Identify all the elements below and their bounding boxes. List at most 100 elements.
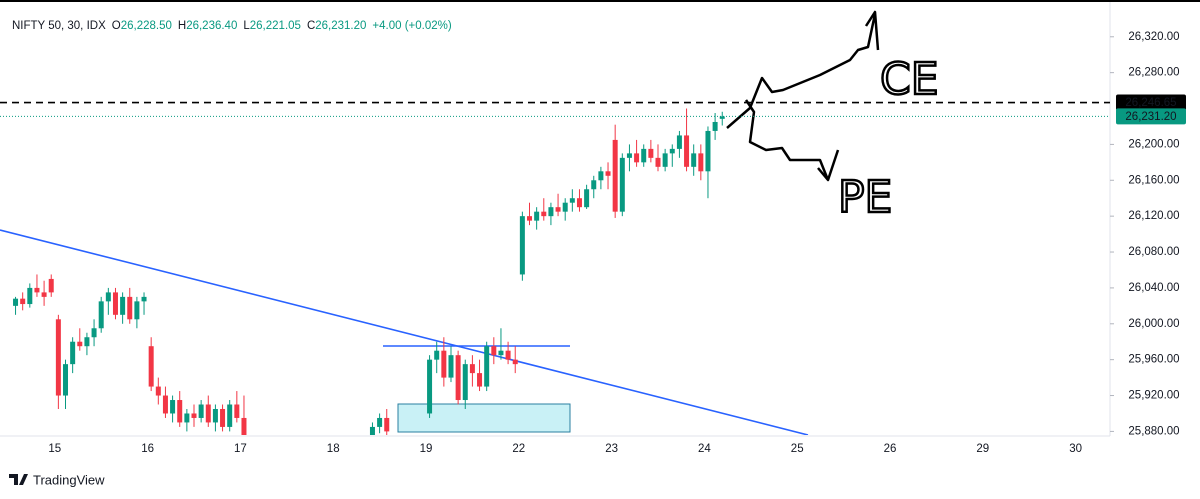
trend-line [0, 229, 809, 435]
symbol: NIFTY 50, 30, IDX [12, 20, 106, 32]
ohlc-value: 26,236.40 [186, 20, 237, 32]
candle-body [234, 404, 240, 418]
ce-arrow [726, 10, 880, 129]
candle-body [27, 287, 33, 305]
candle-body [227, 404, 233, 427]
candle-body [84, 337, 90, 347]
plot-area [0, 108, 809, 435]
candle-body [512, 359, 518, 365]
y-tick-label: 26,320.00 [1128, 31, 1179, 43]
candle-body [212, 408, 218, 423]
candle-body [434, 350, 440, 360]
candle-body [591, 180, 597, 190]
candle-body [655, 157, 661, 167]
candle-body [191, 413, 197, 418]
price-level-label: 26,246.65 [1125, 97, 1176, 109]
candle-body [184, 413, 190, 423]
candle-body [612, 139, 618, 212]
y-tick-label: 25,920.00 [1128, 390, 1179, 402]
x-tick-label: 23 [605, 443, 618, 455]
candle-body [676, 135, 682, 149]
candle-body [148, 346, 154, 387]
ohlc-value: 26,228.50 [121, 20, 172, 32]
candle-body [462, 364, 468, 401]
candle-body [170, 400, 176, 414]
candle-body [569, 198, 575, 203]
candle-body [477, 373, 483, 387]
logo-icon [9, 474, 28, 485]
candle-body [684, 135, 690, 167]
candle-body [562, 202, 568, 212]
y-tick-label: 26,040.00 [1128, 282, 1179, 294]
candle-body [648, 148, 654, 158]
candle-body [669, 148, 675, 154]
ohlc-key: H [178, 20, 186, 32]
candle-body [427, 359, 433, 414]
candle-body [127, 296, 133, 320]
y-tick-label: 25,960.00 [1128, 354, 1179, 366]
y-tick-label: 26,080.00 [1128, 246, 1179, 258]
price-level-box [1116, 108, 1186, 125]
candle-body [634, 153, 640, 163]
candle-body [77, 341, 83, 347]
candle-body [619, 157, 625, 212]
candle-body [641, 148, 647, 163]
x-tick-label: 26 [884, 443, 897, 455]
candle-body [505, 350, 511, 360]
candle-body [576, 198, 582, 208]
ohlc-key: L [243, 20, 250, 32]
candle-body [98, 301, 104, 329]
candle-body [441, 350, 447, 378]
price-level-label: 26,231.20 [1125, 111, 1176, 123]
y-tick-label: 26,000.00 [1128, 318, 1179, 330]
x-tick-label: 16 [141, 443, 154, 455]
change: +4.00 (+0.02%) [372, 20, 451, 32]
candle-body [548, 207, 554, 217]
candle-body [626, 153, 632, 158]
x-tick-label: 30 [1069, 443, 1082, 455]
candle-body [705, 130, 711, 172]
candle-body [20, 298, 26, 305]
candle-body [134, 301, 140, 320]
x-tick-label: 24 [698, 443, 711, 455]
candle-body [205, 404, 211, 423]
candle-body [155, 386, 161, 396]
candle-body [469, 364, 475, 374]
annotation: PE [838, 172, 892, 223]
y-tick-label: 26,280.00 [1128, 67, 1179, 79]
candle-body [198, 404, 204, 418]
x-tick-label: 15 [48, 443, 61, 455]
candle-body [719, 116, 725, 119]
candle-body [698, 153, 704, 172]
candle-body [712, 121, 718, 131]
candle-body [55, 319, 61, 396]
y-tick-label: 26,160.00 [1128, 174, 1179, 186]
ohlc-value: 26,221.05 [250, 20, 301, 32]
candle-body [112, 292, 118, 315]
candle-body [13, 298, 19, 306]
candle-body [605, 171, 611, 176]
candle-body [584, 189, 590, 208]
candle-body [598, 171, 604, 181]
header: NIFTY 50, 30, IDX O26,228.50 H26,236.40 L26… [12, 20, 452, 32]
ohlc-key: C [307, 20, 315, 32]
candle-body [519, 216, 525, 275]
candle-body [491, 346, 497, 356]
candle-body [105, 292, 111, 302]
footer-logo: TradingView [9, 472, 105, 487]
hand-drawing: CE PE [726, 10, 940, 224]
pe-arrow [744, 99, 840, 182]
candle-body [448, 355, 454, 378]
x-tick-label: 29 [976, 443, 989, 455]
x-tick-label: 17 [234, 443, 247, 455]
candle-body [527, 216, 533, 221]
ohlc-key: O [112, 20, 121, 32]
x-tick-label: 19 [420, 443, 433, 455]
candle-body [70, 341, 76, 365]
candle-body [141, 296, 147, 302]
candle-body [662, 153, 668, 167]
x-tick-label: 25 [791, 443, 804, 455]
candle-body [541, 211, 547, 217]
y-tick-label: 25,880.00 [1128, 425, 1179, 437]
